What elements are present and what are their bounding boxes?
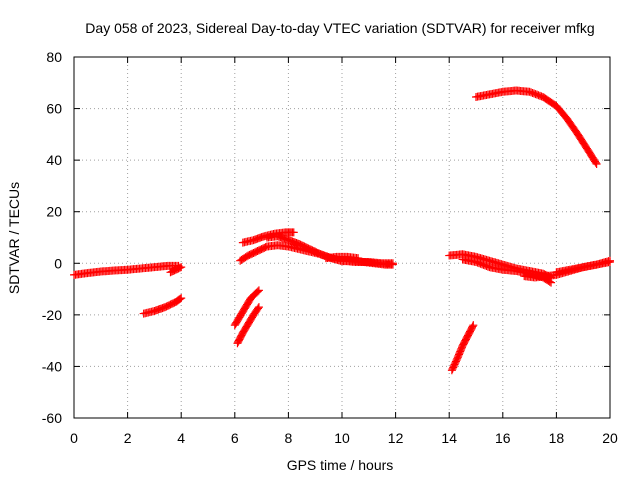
x-tick-label: 0 <box>70 430 78 446</box>
data-point <box>388 260 397 269</box>
data-point <box>289 228 298 237</box>
series-arc-15 <box>552 256 614 277</box>
series-arc-8 <box>262 232 397 269</box>
series-arc-7 <box>238 228 298 247</box>
axis-ticks: 0 2 4 6 8 10 12 14 16 18 20 -60 -40 -20 0 20 40 60 80 <box>42 49 618 446</box>
data-point <box>469 321 478 330</box>
x-tick-label: 14 <box>441 430 457 446</box>
data-point <box>177 294 186 303</box>
series-arc-2 <box>139 294 186 318</box>
x-tick-label: 8 <box>285 430 293 446</box>
x-tick-label: 18 <box>549 430 565 446</box>
data-point <box>254 286 263 295</box>
chart-title: Day 058 of 2023, Sidereal Day-to-day VTE… <box>85 20 594 36</box>
series-arc-10 <box>447 321 478 375</box>
x-tick-label: 12 <box>388 430 404 446</box>
series-arc-5 <box>230 286 263 330</box>
data-point <box>177 263 186 272</box>
x-axis-label: GPS time / hours <box>287 457 394 473</box>
data-point <box>354 254 363 263</box>
y-tick-label: -40 <box>42 358 62 374</box>
x-tick-label: 20 <box>602 430 618 446</box>
y-tick-label: 80 <box>46 49 62 65</box>
x-tick-label: 10 <box>334 430 350 446</box>
data-points <box>70 86 614 375</box>
data-point <box>175 263 184 272</box>
y-tick-label: 0 <box>54 255 62 271</box>
y-tick-label: -60 <box>42 410 62 426</box>
series-arc-1 <box>70 261 183 279</box>
x-tick-label: 4 <box>177 430 185 446</box>
data-point <box>253 287 262 296</box>
data-point <box>591 158 600 167</box>
grid <box>74 57 610 418</box>
series-arc-3 <box>166 263 186 277</box>
x-tick-label: 16 <box>495 430 511 446</box>
series-arc-9 <box>321 252 363 263</box>
data-point <box>176 294 185 303</box>
data-point <box>254 304 263 313</box>
data-point <box>468 322 477 331</box>
y-axis-label: SDTVAR / TECUs <box>6 182 22 294</box>
y-tick-label: 60 <box>46 101 62 117</box>
x-tick-label: 2 <box>124 430 132 446</box>
y-tick-label: 20 <box>46 204 62 220</box>
x-tick-label: 6 <box>231 430 239 446</box>
series-arc-4 <box>233 303 263 348</box>
y-tick-label: -20 <box>42 307 62 323</box>
data-point <box>592 160 601 169</box>
series-arc-13 <box>472 86 601 169</box>
data-point <box>606 256 614 265</box>
data-point <box>547 278 556 287</box>
data-point <box>254 303 263 312</box>
y-tick-label: 40 <box>46 152 62 168</box>
